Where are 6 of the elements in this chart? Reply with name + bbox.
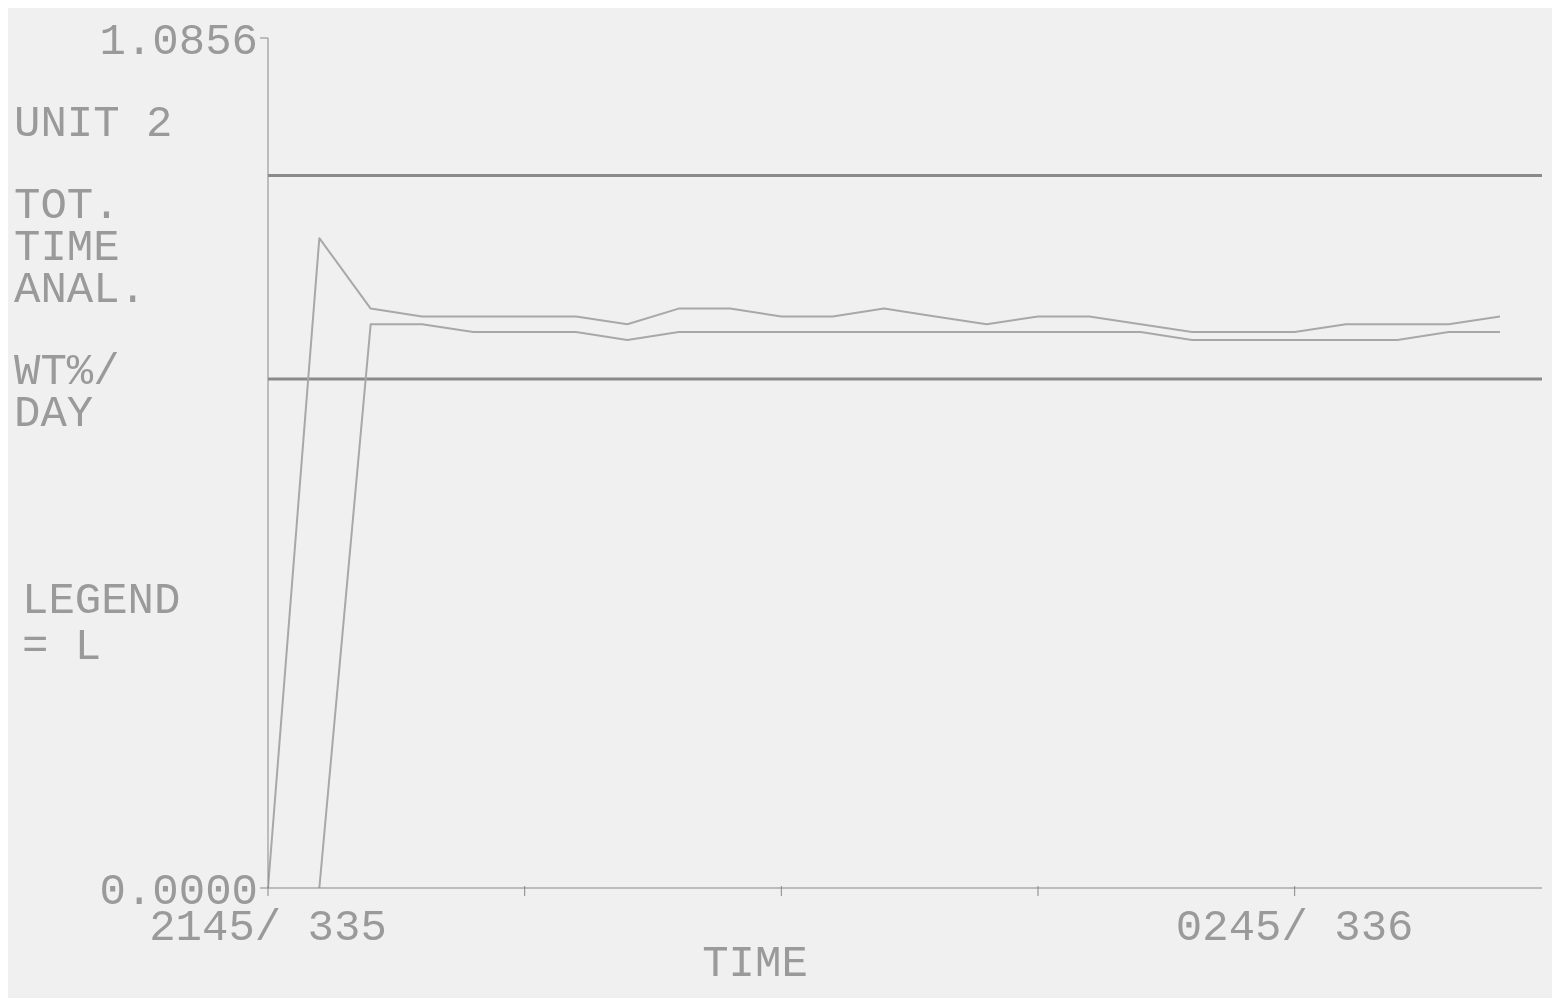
- y-axis-title: UNIT 2 TOT. TIME ANAL. WT%/ DAY: [14, 99, 173, 439]
- line-series: [318, 323, 1500, 888]
- x-tick-label: 0245/ 336: [1175, 903, 1414, 953]
- y-tick-label: 1.0856: [99, 16, 258, 67]
- text: LEGEND = L: [22, 576, 182, 672]
- x-axis-title: TIME: [702, 939, 808, 989]
